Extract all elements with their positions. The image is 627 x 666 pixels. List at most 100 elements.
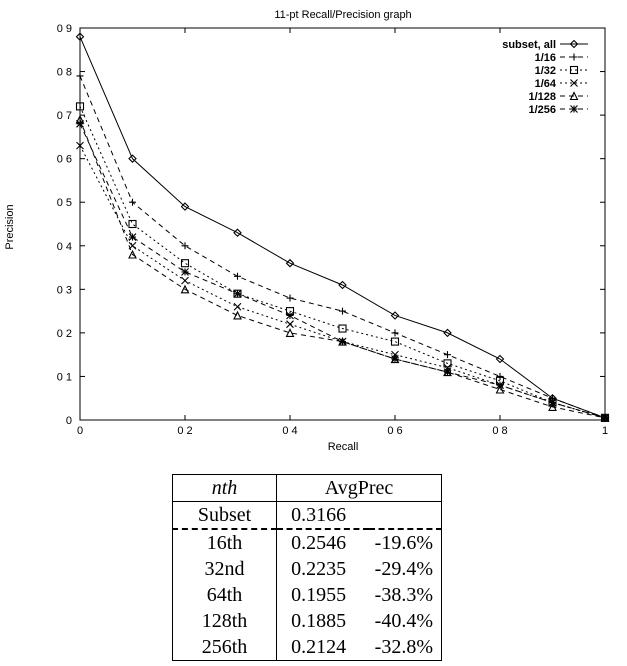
- plus-marker: [129, 198, 136, 206]
- star-marker: [181, 268, 189, 276]
- plus-marker: [181, 242, 189, 250]
- x-tick-label: 0 8: [492, 425, 507, 437]
- series-line: [79, 36, 606, 419]
- avgprec-column-header: AvgPrec: [276, 474, 442, 502]
- x-tick-label: 0 2: [177, 425, 192, 437]
- row-label: 64th: [172, 582, 278, 608]
- y-tick-label: 0 8: [57, 67, 72, 79]
- table-row: 256th 0.2124 -32.8%: [172, 634, 442, 661]
- table-header-row: nth AvgPrec: [172, 474, 442, 502]
- series-line: [79, 106, 606, 419]
- triangle-marker: [285, 328, 295, 337]
- diamond-marker: [443, 328, 452, 338]
- row-label: 16th: [172, 529, 278, 556]
- diamond-marker: [390, 311, 400, 320]
- table-row: 16th 0.2546 -19.6%: [172, 529, 442, 556]
- diamond-marker: [233, 228, 242, 237]
- cross-marker: [286, 320, 294, 329]
- chart-title: 11-pt Recall/Precision graph: [274, 9, 411, 21]
- x-tick-label: 0 6: [387, 425, 402, 437]
- diamond-marker: [338, 280, 347, 290]
- plus-marker: [339, 307, 346, 315]
- y-tick-label: 0 3: [57, 284, 72, 296]
- square-marker: [180, 259, 190, 268]
- row-avgprec: 0.2235: [291, 558, 347, 580]
- nth-column-header: nth: [172, 474, 278, 502]
- series-1-256: [76, 119, 609, 422]
- legend-label: 1/32: [535, 65, 556, 77]
- row-label: 256th: [172, 634, 278, 661]
- series-line: [79, 119, 606, 419]
- x-tick-label: 1: [602, 425, 608, 437]
- star-marker: [128, 233, 137, 241]
- square-marker: [128, 219, 137, 229]
- star-marker: [233, 289, 242, 298]
- diamond-marker: [180, 202, 190, 211]
- legend-label: 1/64: [535, 78, 557, 90]
- diamond-marker: [285, 258, 295, 268]
- triangle-marker: [569, 91, 579, 101]
- row-change: -29.4%: [374, 558, 433, 580]
- legend-label: 1/128: [528, 91, 556, 103]
- square-marker: [443, 359, 452, 368]
- series-line: [79, 123, 606, 419]
- star-marker: [496, 381, 504, 390]
- plus-marker: [76, 72, 84, 80]
- table-row: 32nd 0.2235 -29.4%: [172, 556, 442, 582]
- y-tick-label: 0 7: [57, 110, 72, 122]
- row-avgprec: 0.1955: [291, 584, 347, 606]
- x-tick-label: 0 4: [282, 425, 297, 437]
- triangle-marker: [180, 284, 190, 294]
- row-change: -40.4%: [374, 610, 433, 632]
- y-tick-label: 0 5: [57, 197, 72, 209]
- row-change: -32.8%: [374, 636, 433, 658]
- legend-label: 1/16: [535, 52, 556, 64]
- diamond-marker: [495, 354, 505, 364]
- y-tick-label: 0 6: [57, 154, 72, 166]
- triangle-marker: [495, 384, 505, 394]
- row-label: 128th: [172, 608, 278, 634]
- cross-marker: [233, 302, 242, 311]
- x-axis-label: Recall: [328, 441, 359, 453]
- y-axis-label: Precision: [4, 204, 16, 249]
- series-line: [79, 75, 606, 419]
- triangle-marker: [128, 249, 137, 259]
- diamond-marker: [75, 32, 85, 41]
- cross-marker: [181, 276, 189, 285]
- star-marker: [601, 413, 609, 422]
- recall-precision-chart: 11-pt Recall/Precision graph Precision R…: [4, 9, 610, 453]
- legend-label: 1/256: [528, 104, 556, 116]
- plus-marker: [570, 53, 578, 61]
- star-marker: [286, 311, 294, 320]
- star-marker: [76, 119, 84, 128]
- avg-precision-table: nth AvgPrec Subset 0.3166 16th 0.2546 -1…: [172, 474, 442, 661]
- cross-marker: [76, 141, 84, 150]
- plus-marker: [444, 351, 451, 359]
- table-row: 128th 0.1885 -40.4%: [172, 608, 442, 634]
- star-marker: [548, 398, 557, 407]
- square-marker: [390, 337, 400, 346]
- row-avgprec: 0.2124: [291, 636, 347, 658]
- triangle-marker: [548, 402, 557, 411]
- y-tick-label: 0 9: [57, 23, 72, 35]
- square-marker: [75, 102, 85, 111]
- y-tick-label: 0: [66, 415, 72, 427]
- plus-marker: [496, 372, 504, 380]
- plus-marker: [234, 272, 241, 280]
- star-marker: [391, 355, 399, 363]
- diamond-marker: [128, 154, 137, 163]
- plus-marker: [286, 294, 294, 302]
- row-change: -38.3%: [374, 584, 433, 606]
- cross-marker: [570, 79, 578, 87]
- row-avgprec: 0.3166: [276, 501, 369, 530]
- legend-label: subset, all: [502, 39, 556, 51]
- y-tick-label: 0 2: [57, 328, 72, 340]
- row-change: -19.6%: [374, 532, 433, 554]
- table-row: Subset 0.3166: [172, 501, 442, 530]
- row-label: Subset: [172, 501, 278, 530]
- row-avgprec: 0.1885: [291, 610, 347, 632]
- star-marker: [443, 368, 452, 376]
- triangle-marker: [233, 310, 242, 320]
- plus-marker: [391, 329, 399, 337]
- square-marker: [338, 324, 347, 333]
